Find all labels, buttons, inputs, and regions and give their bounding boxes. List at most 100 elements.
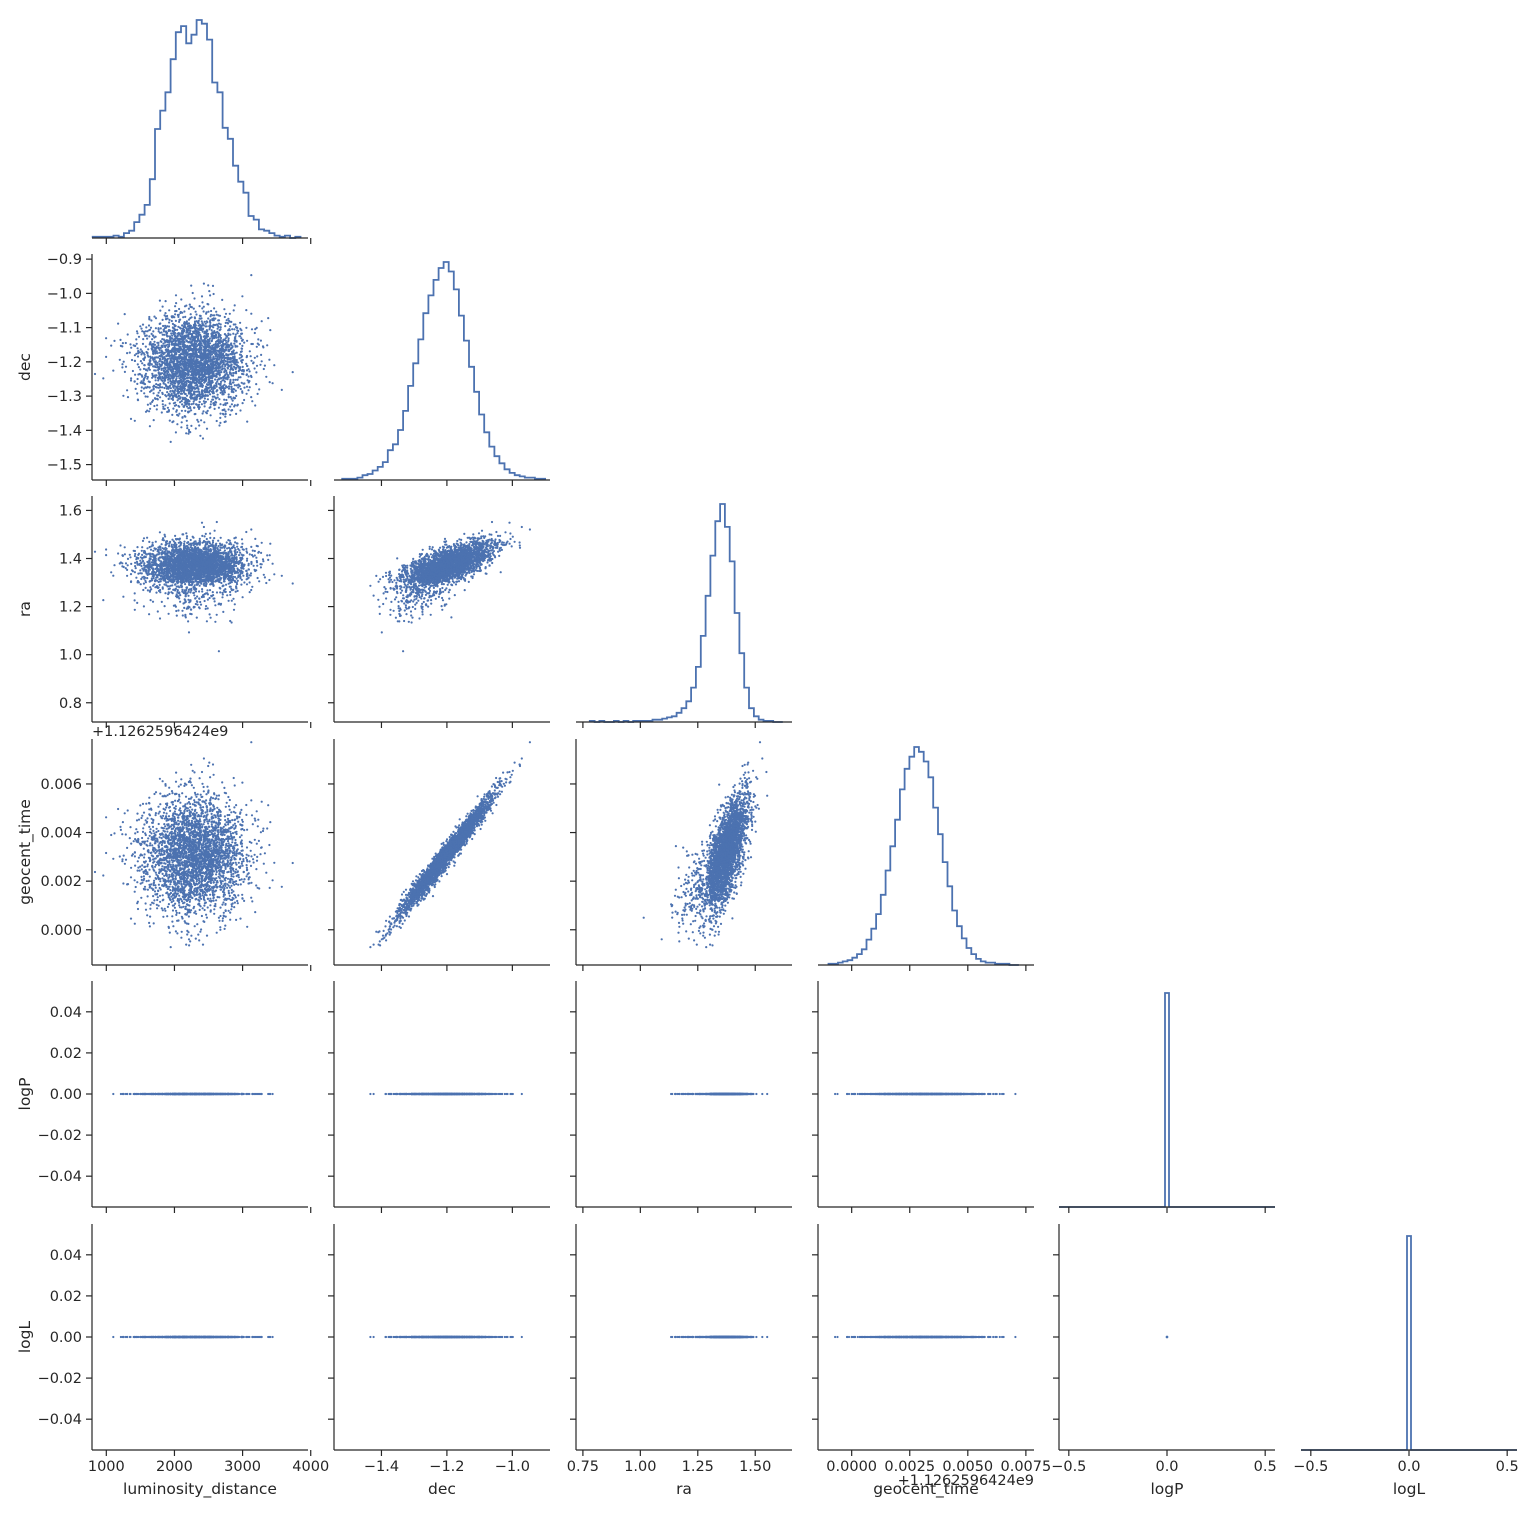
point: [214, 620, 217, 623]
point: [134, 387, 137, 390]
point: [253, 367, 256, 370]
point: [184, 583, 187, 586]
point: [217, 382, 220, 385]
point: [208, 360, 211, 363]
point: [156, 397, 159, 400]
point: [154, 351, 157, 354]
point: [173, 380, 176, 383]
point: [236, 570, 239, 573]
point: [171, 413, 174, 416]
point: [153, 369, 156, 372]
point: [190, 424, 193, 427]
point: [224, 412, 227, 416]
point: [203, 330, 207, 333]
point: [224, 410, 227, 413]
point: [223, 387, 226, 390]
point: [212, 292, 215, 296]
point: [200, 370, 203, 373]
point: [215, 382, 218, 385]
point: [174, 368, 177, 371]
point: [141, 330, 144, 333]
point: [183, 361, 186, 364]
point: [147, 348, 150, 351]
point: [117, 322, 120, 325]
point: [153, 360, 156, 363]
point: [227, 350, 231, 353]
point: [151, 346, 154, 349]
point: [213, 402, 216, 405]
point: [135, 342, 138, 345]
point: [243, 386, 246, 389]
point: [196, 418, 199, 421]
point: [133, 419, 136, 422]
point: [159, 548, 162, 552]
point: [191, 542, 194, 545]
point: [291, 371, 294, 374]
point: [193, 390, 196, 393]
point: [219, 377, 222, 380]
point: [211, 337, 214, 340]
point: [198, 305, 201, 308]
point: [250, 328, 254, 331]
point: [202, 327, 205, 330]
point: [205, 360, 208, 363]
point: [215, 373, 218, 376]
point: [163, 351, 166, 354]
point: [126, 396, 130, 399]
point: [192, 307, 195, 310]
point: [140, 577, 143, 581]
point: [154, 317, 158, 320]
point: [149, 557, 152, 560]
point: [146, 560, 149, 564]
point: [214, 331, 217, 334]
point: [186, 351, 189, 354]
point: [193, 406, 196, 409]
point: [177, 375, 180, 378]
point: [206, 366, 209, 369]
point: [239, 350, 242, 353]
point: [255, 371, 258, 374]
point: [144, 581, 147, 584]
point: [217, 334, 221, 337]
point: [161, 379, 164, 382]
point: [187, 337, 190, 340]
point: [225, 319, 228, 322]
point: [179, 401, 182, 404]
point: [174, 294, 178, 297]
point: [256, 355, 259, 358]
point: [218, 424, 221, 427]
point: [230, 374, 233, 377]
point: [139, 572, 142, 575]
point: [193, 413, 196, 416]
point: [204, 391, 207, 394]
point: [210, 339, 213, 342]
point: [195, 377, 198, 380]
point: [157, 344, 160, 347]
point: [134, 567, 137, 570]
point: [230, 347, 233, 350]
point: [184, 315, 187, 318]
point: [235, 366, 238, 369]
point: [223, 333, 226, 336]
point: [227, 317, 230, 320]
point: [187, 399, 190, 402]
point: [250, 561, 253, 564]
point: [146, 369, 149, 372]
point: [217, 314, 220, 317]
point: [194, 390, 198, 393]
point: [161, 399, 164, 403]
point: [186, 376, 189, 379]
point: [215, 385, 218, 388]
point: [194, 369, 198, 372]
point: [201, 389, 204, 392]
point: [150, 332, 153, 335]
point: [227, 339, 230, 342]
point: [112, 369, 115, 372]
point: [173, 342, 176, 345]
point: [174, 431, 177, 434]
point: [121, 366, 124, 369]
point: [170, 591, 173, 594]
point: [219, 328, 222, 331]
point: [166, 597, 169, 600]
point: [214, 604, 217, 607]
